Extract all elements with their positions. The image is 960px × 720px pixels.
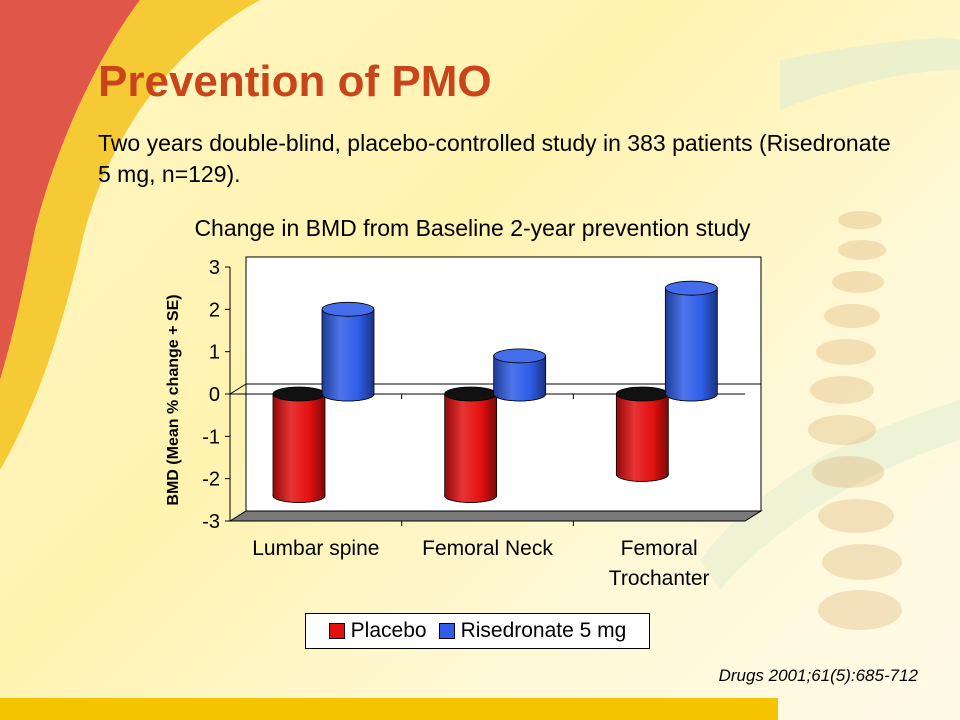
citation: Drugs 2001;61(5):685-712 (718, 666, 918, 685)
chart-title: Change in BMD from Baseline 2-year preve… (194, 215, 751, 241)
legend-label-risedronate: Risedronate 5 mg (460, 619, 627, 642)
chart-floor (228, 510, 763, 522)
y-tick-label: 0 (209, 384, 220, 406)
bottom-accent-bar (0, 698, 778, 720)
legend-label-placebo: Placebo (350, 619, 427, 642)
bar-placebo-2 (615, 386, 669, 482)
y-axis-label: BMD (Mean % change + SE) (165, 294, 182, 505)
y-tick-label: -3 (202, 511, 220, 533)
spine-watermark (808, 211, 902, 630)
bar-risedronate-1 (493, 348, 547, 402)
x-category-label: Femoral Neck (422, 537, 553, 560)
bar-risedronate-0 (321, 301, 375, 402)
x-category-label: Femoral (621, 537, 698, 560)
chart-legend: Placebo Risedronate 5 mg (305, 613, 650, 649)
legend-item-placebo: Placebo (328, 619, 427, 643)
zero-line-connector (229, 383, 247, 395)
slide-title: Prevention of PMO (98, 57, 492, 106)
y-tick-label: -2 (202, 469, 220, 491)
x-category-label: Trochanter (609, 567, 710, 590)
green-swoosh-lower (700, 400, 960, 590)
legend-item-risedronate: Risedronate 5 mg (438, 619, 627, 643)
yellow-swoosh (0, 0, 260, 470)
red-corner-swoosh (0, 0, 140, 380)
y-tick-label: 1 (209, 342, 220, 364)
legend-swatch-placebo (328, 623, 345, 639)
x-category-label: Lumbar spine (252, 537, 379, 560)
y-tick-label: 3 (209, 257, 220, 279)
legend-swatch-risedronate (438, 623, 455, 639)
slide-subtitle: Two years double-blind, placebo-controll… (98, 130, 891, 187)
bar-risedronate-2 (664, 280, 718, 402)
y-tick-label: -1 (202, 426, 220, 448)
bar-placebo-1 (444, 386, 498, 504)
green-swoosh (780, 38, 960, 110)
bar-placebo-0 (272, 386, 326, 504)
y-tick-label: 2 (209, 299, 220, 321)
